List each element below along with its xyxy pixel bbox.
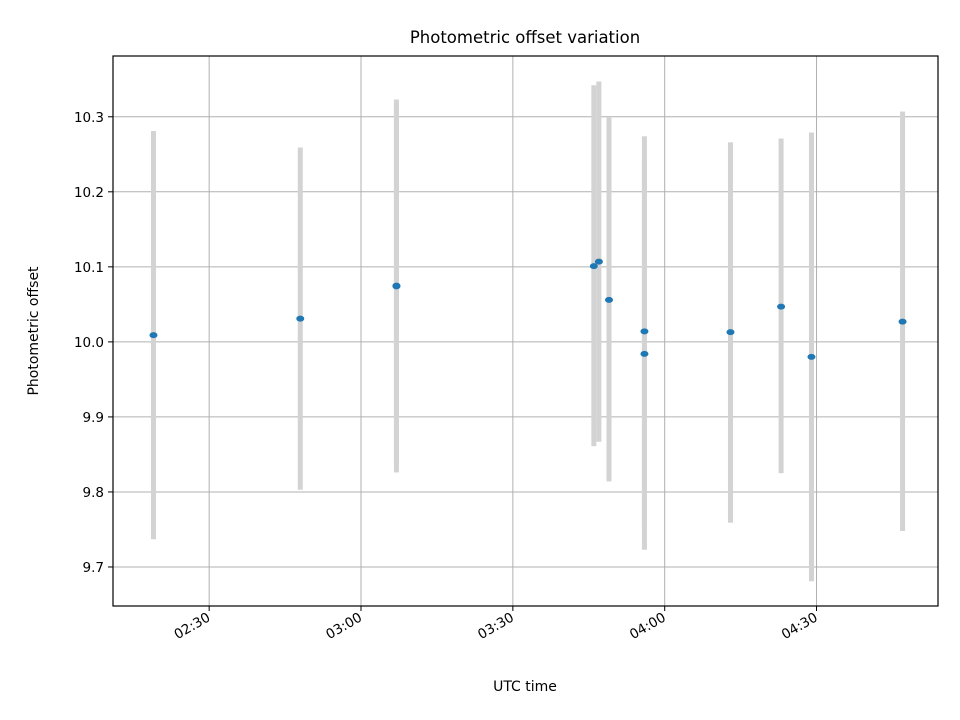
data-point bbox=[777, 303, 786, 310]
data-point bbox=[589, 263, 598, 270]
y-tick-label: 9.8 bbox=[83, 485, 104, 501]
y-tick-label: 9.9 bbox=[83, 410, 104, 426]
y-axis-ticks: 9.7 9.8 9.9 10.0 10.1 10.2 10.3 bbox=[74, 110, 113, 576]
data-point bbox=[807, 353, 816, 360]
data-point bbox=[640, 328, 649, 335]
data-point bbox=[594, 258, 603, 265]
data-points bbox=[149, 258, 907, 360]
y-tick-label: 9.7 bbox=[83, 560, 104, 576]
plot-frame bbox=[112, 55, 939, 607]
grid-lines bbox=[113, 56, 938, 606]
y-tick-label: 10.1 bbox=[74, 260, 104, 276]
y-tick-label: 10.0 bbox=[74, 335, 104, 351]
data-point bbox=[726, 329, 735, 336]
y-axis-label: Photometric offset bbox=[26, 266, 42, 396]
data-point bbox=[392, 283, 401, 290]
x-axis-label: UTC time bbox=[493, 679, 557, 695]
data-point bbox=[640, 350, 649, 357]
chart-title: Photometric offset variation bbox=[410, 28, 640, 47]
data-point bbox=[898, 318, 907, 325]
y-tick-label: 10.3 bbox=[74, 110, 104, 126]
data-point bbox=[605, 296, 614, 303]
data-point bbox=[149, 332, 158, 339]
data-point bbox=[296, 315, 305, 322]
y-tick-label: 10.2 bbox=[74, 185, 104, 201]
